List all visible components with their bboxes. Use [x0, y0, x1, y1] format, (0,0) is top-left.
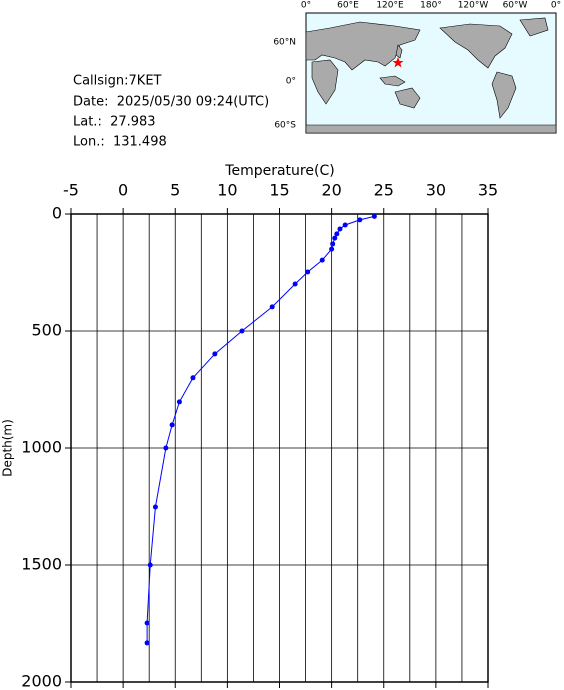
x-tick-label: 10: [217, 181, 237, 200]
data-point: [342, 222, 348, 228]
data-point: [357, 217, 363, 223]
world-map: [305, 12, 557, 134]
data-point: [292, 281, 298, 287]
x-axis-title: Temperature(C): [224, 163, 334, 179]
data-point: [305, 269, 311, 275]
x-tick-label: 0: [118, 181, 128, 200]
y-tick-label: 0: [52, 204, 62, 223]
x-tick-label: 25: [374, 181, 394, 200]
data-point: [319, 257, 325, 263]
latitude: Lat.: 27.983: [73, 115, 156, 130]
x-tick-label: 15: [269, 181, 289, 200]
map-lon-label: 180°: [420, 1, 442, 11]
longitude: Lon.: 131.498: [73, 135, 167, 150]
data-point: [147, 562, 153, 568]
data-point: [144, 620, 150, 626]
profile-line: [146, 215, 375, 643]
data-point: [337, 226, 343, 232]
map-lon-label: 120°E: [376, 1, 404, 11]
map-lon-label: 120°W: [458, 1, 489, 11]
data-point: [330, 241, 336, 247]
map-lat-label: 60°N: [273, 38, 296, 48]
map-lon-label: 60°W: [503, 1, 528, 11]
y-tick-label: 1000: [21, 438, 62, 457]
map-lon-label: 0°: [551, 1, 561, 11]
map-lon-label: 0°: [301, 1, 311, 11]
plot-frame: [70, 213, 489, 683]
y-axis-title: Depth(m): [1, 419, 15, 477]
data-point: [239, 328, 245, 334]
x-tick-label: 30: [426, 181, 446, 200]
map-lat-label: 60°S: [274, 121, 296, 131]
x-tick-label: 5: [170, 181, 180, 200]
data-point: [269, 304, 275, 310]
data-point: [169, 422, 175, 428]
x-tick-label: 35: [478, 181, 498, 200]
data-point: [334, 231, 340, 237]
y-tick-label: 2000: [21, 672, 62, 690]
map-lat-label: 0°: [286, 77, 296, 87]
x-tick-label: -5: [63, 181, 79, 200]
map-lon-label: 60°E: [337, 1, 359, 11]
callsign: Callsign:7KET: [73, 74, 162, 89]
data-point: [371, 213, 377, 219]
data-point: [212, 351, 218, 357]
date: Date: 2025/05/30 09:24(UTC): [73, 95, 269, 110]
y-tick-label: 500: [31, 321, 62, 340]
data-point: [144, 640, 150, 646]
data-point: [176, 399, 182, 405]
data-point: [329, 246, 335, 252]
y-tick-label: 1500: [21, 555, 62, 574]
data-point: [190, 375, 196, 381]
data-point: [152, 504, 158, 510]
data-point: [163, 445, 169, 451]
x-tick-label: 20: [321, 181, 341, 200]
data-point: [332, 235, 338, 241]
